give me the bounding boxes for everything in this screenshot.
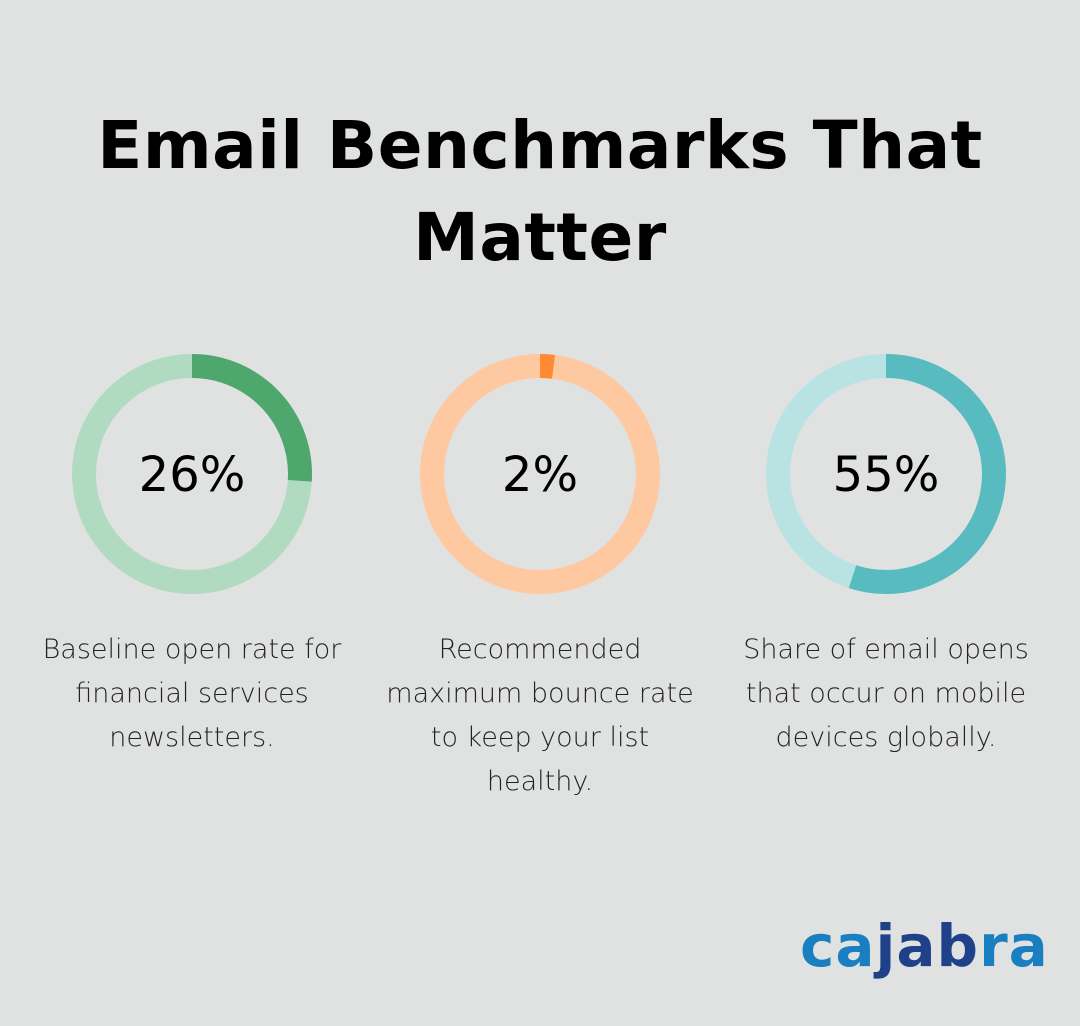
donut-value-label: 55% [833, 447, 940, 503]
description-open-rate: Baseline open rate for financial service… [42, 634, 342, 753]
donut-value-arc [420, 354, 660, 594]
donut-value-arc [766, 354, 1006, 594]
donut-value-label: 26% [139, 447, 246, 503]
donut-2: 55% [766, 354, 1006, 594]
description-bounce-rate: Recommended maximum bounce rate to keep … [386, 634, 694, 797]
donut-value-label: 2% [502, 447, 578, 503]
description-mobile-opens: Share of email opens that occur on mobil… [743, 634, 1029, 753]
cajabra-logo: cajabra [800, 912, 1049, 980]
donut-0: 26% [72, 354, 312, 594]
page-title: Email Benchmarks That Matter [97, 107, 983, 276]
donut-value-arc [72, 354, 312, 594]
donut-1: 2% [420, 354, 660, 594]
